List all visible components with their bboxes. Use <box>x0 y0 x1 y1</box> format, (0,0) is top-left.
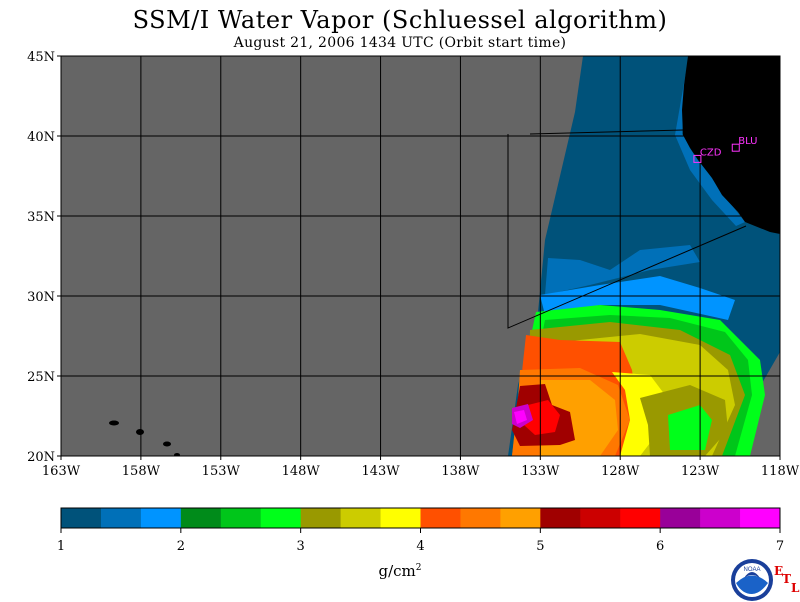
colorbar-swatch-12 <box>540 508 581 528</box>
colorbar-swatch-7 <box>340 508 381 528</box>
chart-subtitle: August 21, 2006 1434 UTC (Orbit start ti… <box>233 35 567 51</box>
lon-tick-label: 143W <box>361 464 400 479</box>
lon-tick-label: 158W <box>122 464 161 479</box>
colorbar-swatch-16 <box>700 508 741 528</box>
colorbar-swatch-10 <box>460 508 501 528</box>
station-label-CZD: CZD <box>700 147 722 158</box>
colorbar-tick-label: 7 <box>776 539 784 554</box>
swath-band-15 <box>524 400 560 435</box>
map-layers <box>61 56 780 456</box>
swath-band-13 <box>668 405 712 450</box>
colorbar-swatch-1 <box>100 508 142 528</box>
svg-text:NOAA: NOAA <box>743 567 760 573</box>
map-frame <box>60 55 781 457</box>
region-outline-top <box>529 129 684 135</box>
lon-tick-label: 128W <box>601 464 640 479</box>
colorbar-unit-label: g/cm2 <box>378 562 422 580</box>
lon-tick-label: 118W <box>761 464 800 479</box>
swath-band-3 <box>540 276 735 320</box>
lat-tick-label: 25N <box>27 370 55 385</box>
station-marker-CZD <box>693 154 702 163</box>
island-1 <box>136 429 144 435</box>
lon-tick-label: 123W <box>681 464 720 479</box>
colorbar-tick-label: 5 <box>536 539 544 554</box>
lat-tick-label: 40N <box>27 130 55 145</box>
swath-band-2 <box>545 245 700 295</box>
colorbar-swatch-14 <box>620 508 661 528</box>
colorbar-tick-label: 6 <box>656 539 664 554</box>
colorbar-tick-label: 4 <box>416 539 424 554</box>
station-marker-BLU <box>731 143 740 152</box>
noaa-logo-icon: NOAA <box>731 559 773 601</box>
colorbar-tick-label: 3 <box>297 539 305 554</box>
colorbar-swatch-15 <box>660 508 701 528</box>
island-2 <box>163 441 171 447</box>
lat-tick-label: 20N <box>27 450 55 465</box>
logo-letter-t: T <box>782 572 791 586</box>
lon-tick-label: 148W <box>282 464 321 479</box>
land-mass <box>682 56 780 234</box>
colorbar-swatch-5 <box>260 508 302 528</box>
island-3 <box>174 453 180 456</box>
colorbar-swatch-3 <box>180 508 222 528</box>
station-label-BLU: BLU <box>738 136 757 147</box>
lat-tick-label: 35N <box>27 210 55 225</box>
lon-tick-label: 133W <box>521 464 560 479</box>
colorbar-swatch-17 <box>740 508 781 528</box>
colorbar-tick-label: 1 <box>57 539 65 554</box>
chart-title: SSM/I Water Vapor (Schluessel algorithm) <box>132 6 668 34</box>
logo-letter-e: E <box>774 564 784 578</box>
lat-tick-label: 30N <box>27 290 55 305</box>
swath-band-1 <box>675 60 745 226</box>
colorbar-swatch-8 <box>380 508 421 528</box>
colorbar-swatch-4 <box>220 508 262 528</box>
logo-letter-l: L <box>791 581 800 595</box>
colorbar-swatch-9 <box>420 508 461 528</box>
lon-tick-label: 153W <box>202 464 241 479</box>
region-outline <box>507 134 747 329</box>
island-0 <box>109 420 119 426</box>
lon-tick-label: 163W <box>42 464 81 479</box>
colorbar-tick-label: 2 <box>177 539 185 554</box>
swath-band-17 <box>514 410 527 424</box>
lon-tick-label: 138W <box>441 464 480 479</box>
lat-tick-label: 45N <box>27 50 55 65</box>
colorbar-swatch-13 <box>580 508 621 528</box>
colorbar-swatch-2 <box>140 508 182 528</box>
colorbar-swatch-0 <box>61 508 102 528</box>
colorbar-swatch-11 <box>500 508 541 528</box>
colorbar-swatch-6 <box>300 508 342 528</box>
